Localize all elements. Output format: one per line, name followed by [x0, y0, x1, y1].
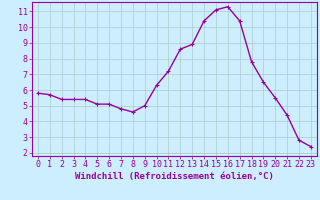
X-axis label: Windchill (Refroidissement éolien,°C): Windchill (Refroidissement éolien,°C) — [75, 172, 274, 181]
